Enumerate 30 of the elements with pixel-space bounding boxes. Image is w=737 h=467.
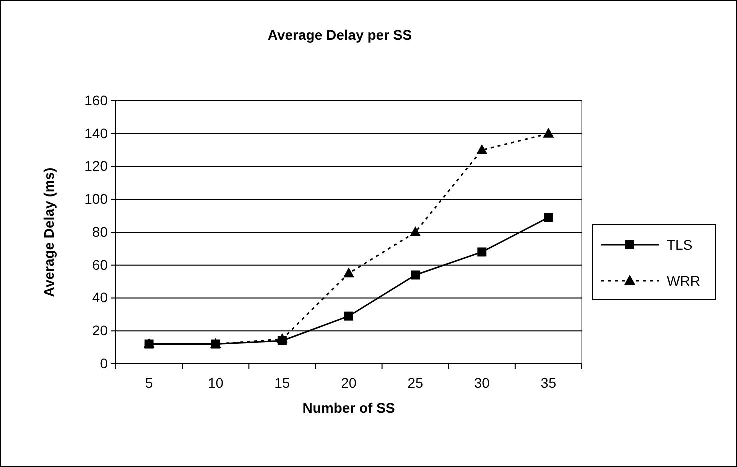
- point: [344, 268, 354, 278]
- point: [544, 213, 554, 222]
- point: [476, 144, 488, 154]
- y-tick-label: 100: [84, 191, 108, 208]
- y-tick-label: 80: [92, 224, 108, 240]
- x-tick-label: 35: [540, 374, 557, 391]
- x-tick-label: 5: [145, 374, 154, 391]
- point: [411, 270, 420, 280]
- point: [410, 226, 422, 236]
- x-tick-label: 15: [274, 374, 290, 391]
- point: [278, 336, 287, 346]
- y-tick-label: 60: [92, 256, 108, 273]
- x-axis-title: Number of SS: [302, 400, 396, 416]
- y-tick-label: 20: [92, 322, 108, 339]
- chart-title: Average Delay per SS: [268, 27, 412, 43]
- y-tick-label: 40: [92, 290, 108, 306]
- x-tick-label: 30: [474, 374, 490, 391]
- point: [543, 128, 554, 138]
- y-tick-label: 0: [100, 355, 108, 372]
- legend-label: WRR: [667, 273, 700, 289]
- point: [478, 248, 487, 257]
- x-tick-label: 25: [408, 374, 424, 391]
- y-tick-label: 160: [84, 92, 108, 108]
- point: [344, 312, 354, 321]
- y-tick-label: 140: [84, 125, 108, 142]
- y-tick-label: 120: [84, 158, 108, 174]
- legend-label: TLS: [667, 237, 693, 253]
- x-tick-label: 20: [341, 374, 357, 391]
- x-tick-label: 10: [208, 374, 224, 391]
- y-axis-title: Average Delay (ms): [41, 168, 57, 298]
